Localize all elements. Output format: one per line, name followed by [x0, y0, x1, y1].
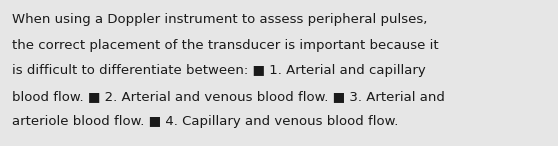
Text: the correct placement of the transducer is important because it: the correct placement of the transducer …	[12, 39, 439, 52]
Text: is difficult to differentiate between: ■ 1. Arterial and capillary: is difficult to differentiate between: ■…	[12, 64, 426, 77]
Text: arteriole blood flow. ■ 4. Capillary and venous blood flow.: arteriole blood flow. ■ 4. Capillary and…	[12, 115, 398, 128]
Text: When using a Doppler instrument to assess peripheral pulses,: When using a Doppler instrument to asses…	[12, 13, 427, 26]
Text: blood flow. ■ 2. Arterial and venous blood flow. ■ 3. Arterial and: blood flow. ■ 2. Arterial and venous blo…	[12, 90, 445, 103]
